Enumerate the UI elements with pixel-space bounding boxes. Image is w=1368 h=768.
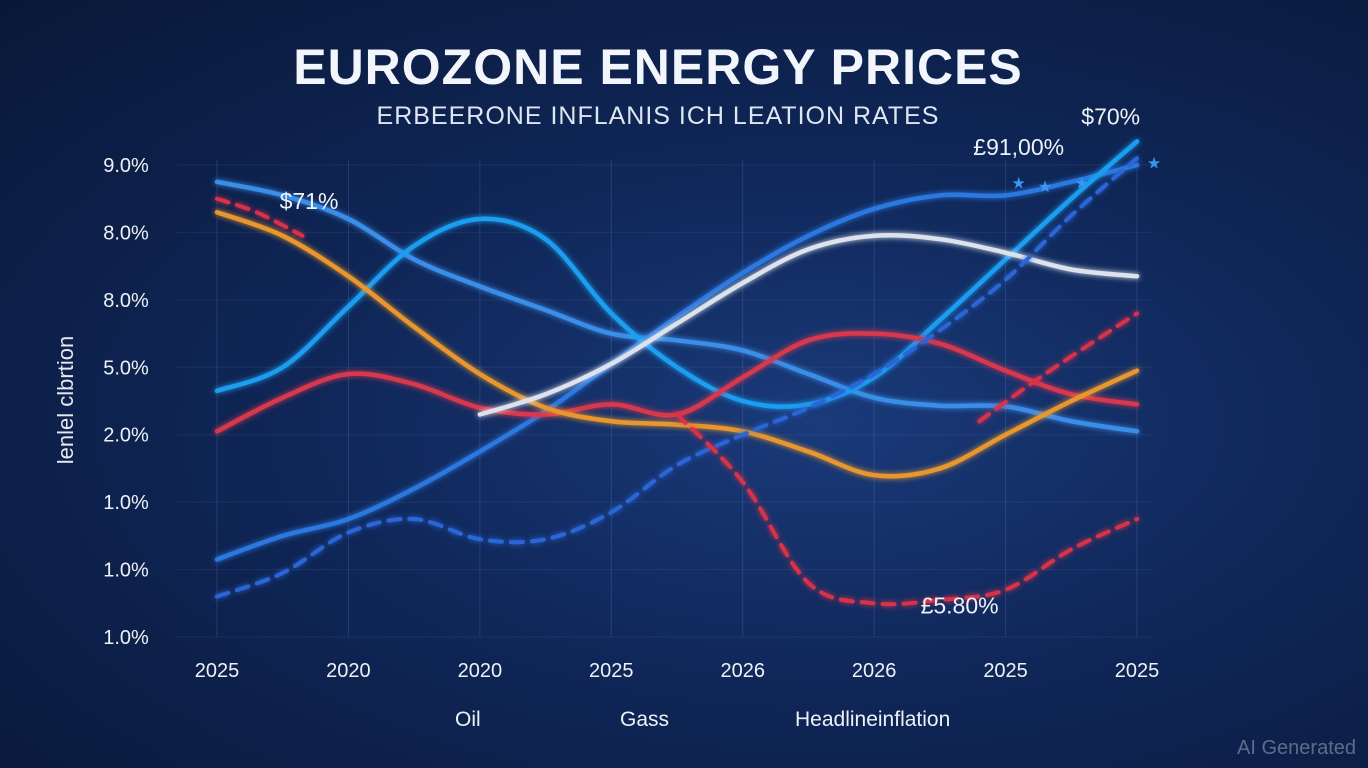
annotation-label: $71% (280, 188, 339, 214)
annotations: $71% £91,00% $70% £5.80% ★ ★ ★ ★ (280, 104, 1162, 619)
x-tick-label: 2025 (589, 660, 634, 682)
series-line-headline-inflation (477, 232, 1140, 417)
star-marker: ★ (1147, 153, 1161, 172)
legend-label: Gass (620, 708, 669, 731)
watermark: AI Generated (1237, 737, 1356, 759)
x-tick-label: 2025 (1115, 660, 1160, 682)
y-tick-label: 8.0% (103, 222, 149, 244)
x-tick-label: 2025 (195, 660, 240, 682)
y-tick-label: 1.0% (103, 627, 149, 649)
chart-title: EUROZONE ENERGY PRICES (293, 39, 1023, 95)
annotation-label: £91,00% (973, 134, 1064, 160)
annotation-label: £5.80% (921, 592, 999, 618)
x-tick-label: 2026 (852, 660, 897, 682)
y-tick-label: 5.0% (103, 357, 149, 379)
star-marker: ★ (1075, 174, 1089, 193)
series-line-oil (214, 179, 1140, 434)
x-axis: 2025 2020 2020 2025 2026 2026 2025 2025 (195, 660, 1160, 682)
y-tick-label: 1.0% (103, 492, 149, 514)
legend-label: Headlineinflation (795, 708, 950, 731)
y-tick-label: 1.0% (103, 560, 149, 582)
x-tick-label: 2026 (720, 660, 765, 682)
series-line-oil-tertiary- (214, 139, 1140, 409)
y-tick-label: 2.0% (103, 425, 149, 447)
star-marker: ★ (1012, 174, 1026, 193)
y-tick-label: 9.0% (103, 155, 149, 177)
x-tick-label: 2020 (326, 660, 371, 682)
series-line-gass-dashed-rise- (977, 311, 1139, 424)
legend: Oil Gass Headlineinflation (377, 708, 950, 731)
y-tick-label: 8.0% (103, 290, 149, 312)
series-line-oil-secondary- (214, 162, 1140, 562)
series-lines (214, 139, 1140, 607)
star-marker: ★ (1038, 177, 1052, 196)
annotation-label: $70% (1081, 104, 1140, 130)
series-line-oil-dashed (215, 156, 1139, 599)
y-axis: 9.0% 8.0% 8.0% 5.0% 2.0% 1.0% 1.0% 1.0% (103, 155, 149, 649)
series-line-orange (214, 209, 1140, 479)
x-tick-label: 2020 (458, 660, 503, 682)
legend-label: Oil (455, 708, 481, 731)
chart-subtitle: ERBEERONE INFLANIS ICH LEATION RATES (376, 102, 940, 130)
series-line-gass-dashed (215, 196, 305, 238)
series-line-gass-dashed-late- (675, 412, 1139, 607)
grid (175, 160, 1152, 638)
x-tick-label: 2025 (983, 660, 1028, 682)
